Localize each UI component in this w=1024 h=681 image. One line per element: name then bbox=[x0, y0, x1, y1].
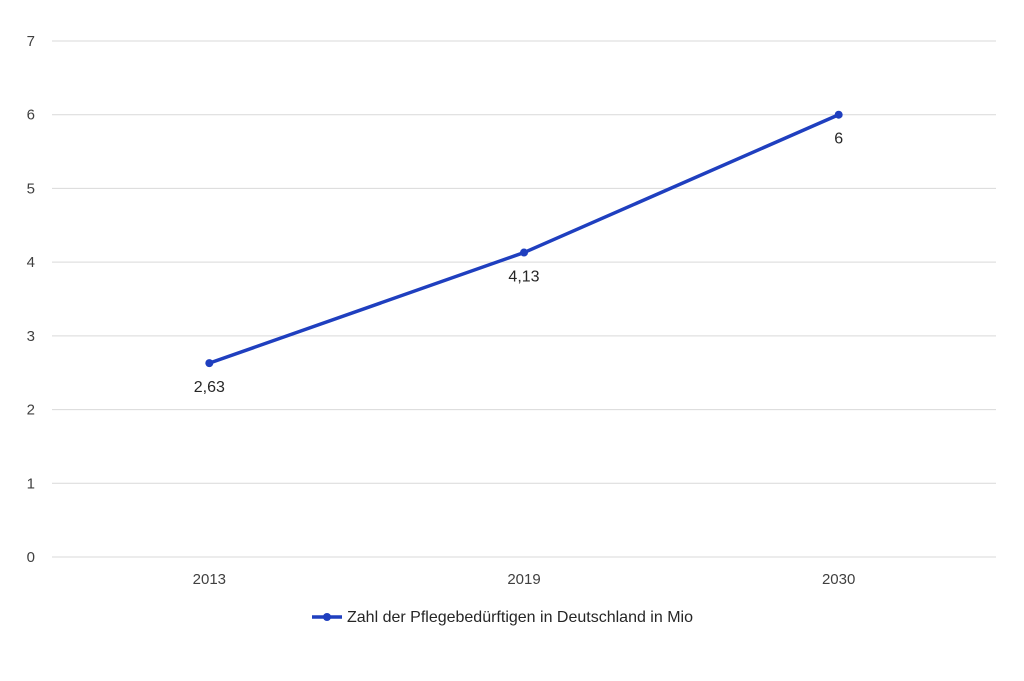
legend-label: Zahl der Pflegebedürftigen in Deutschlan… bbox=[347, 609, 693, 626]
x-tick-label: 2030 bbox=[822, 571, 855, 588]
data-point bbox=[834, 110, 843, 119]
y-tick-label: 6 bbox=[27, 107, 35, 124]
series-group bbox=[205, 110, 843, 368]
y-tick-label: 4 bbox=[27, 254, 35, 271]
x-axis-tick-labels: 2013 2019 2030 bbox=[193, 571, 856, 588]
data-label: 6 bbox=[834, 131, 843, 148]
x-tick-label: 2019 bbox=[507, 571, 540, 588]
y-tick-label: 0 bbox=[27, 549, 35, 566]
x-tick-label: 2013 bbox=[193, 571, 226, 588]
data-label: 4,13 bbox=[508, 269, 539, 286]
data-label: 2,63 bbox=[194, 379, 225, 396]
y-tick-label: 7 bbox=[27, 33, 35, 50]
data-point bbox=[520, 248, 528, 257]
series-line bbox=[207, 112, 841, 365]
y-tick-label: 3 bbox=[27, 328, 35, 345]
legend: Zahl der Pflegebedürftigen in Deutschlan… bbox=[312, 609, 693, 626]
y-tick-label: 5 bbox=[27, 180, 35, 197]
y-tick-label: 2 bbox=[27, 402, 35, 419]
legend-marker-icon bbox=[323, 613, 331, 621]
gridlines bbox=[52, 40, 996, 558]
y-axis-tick-labels: 0 1 2 3 4 5 6 7 bbox=[27, 33, 35, 566]
data-point bbox=[205, 359, 214, 368]
y-tick-label: 1 bbox=[27, 475, 35, 492]
data-labels: 2,63 4,13 6 bbox=[194, 131, 843, 396]
